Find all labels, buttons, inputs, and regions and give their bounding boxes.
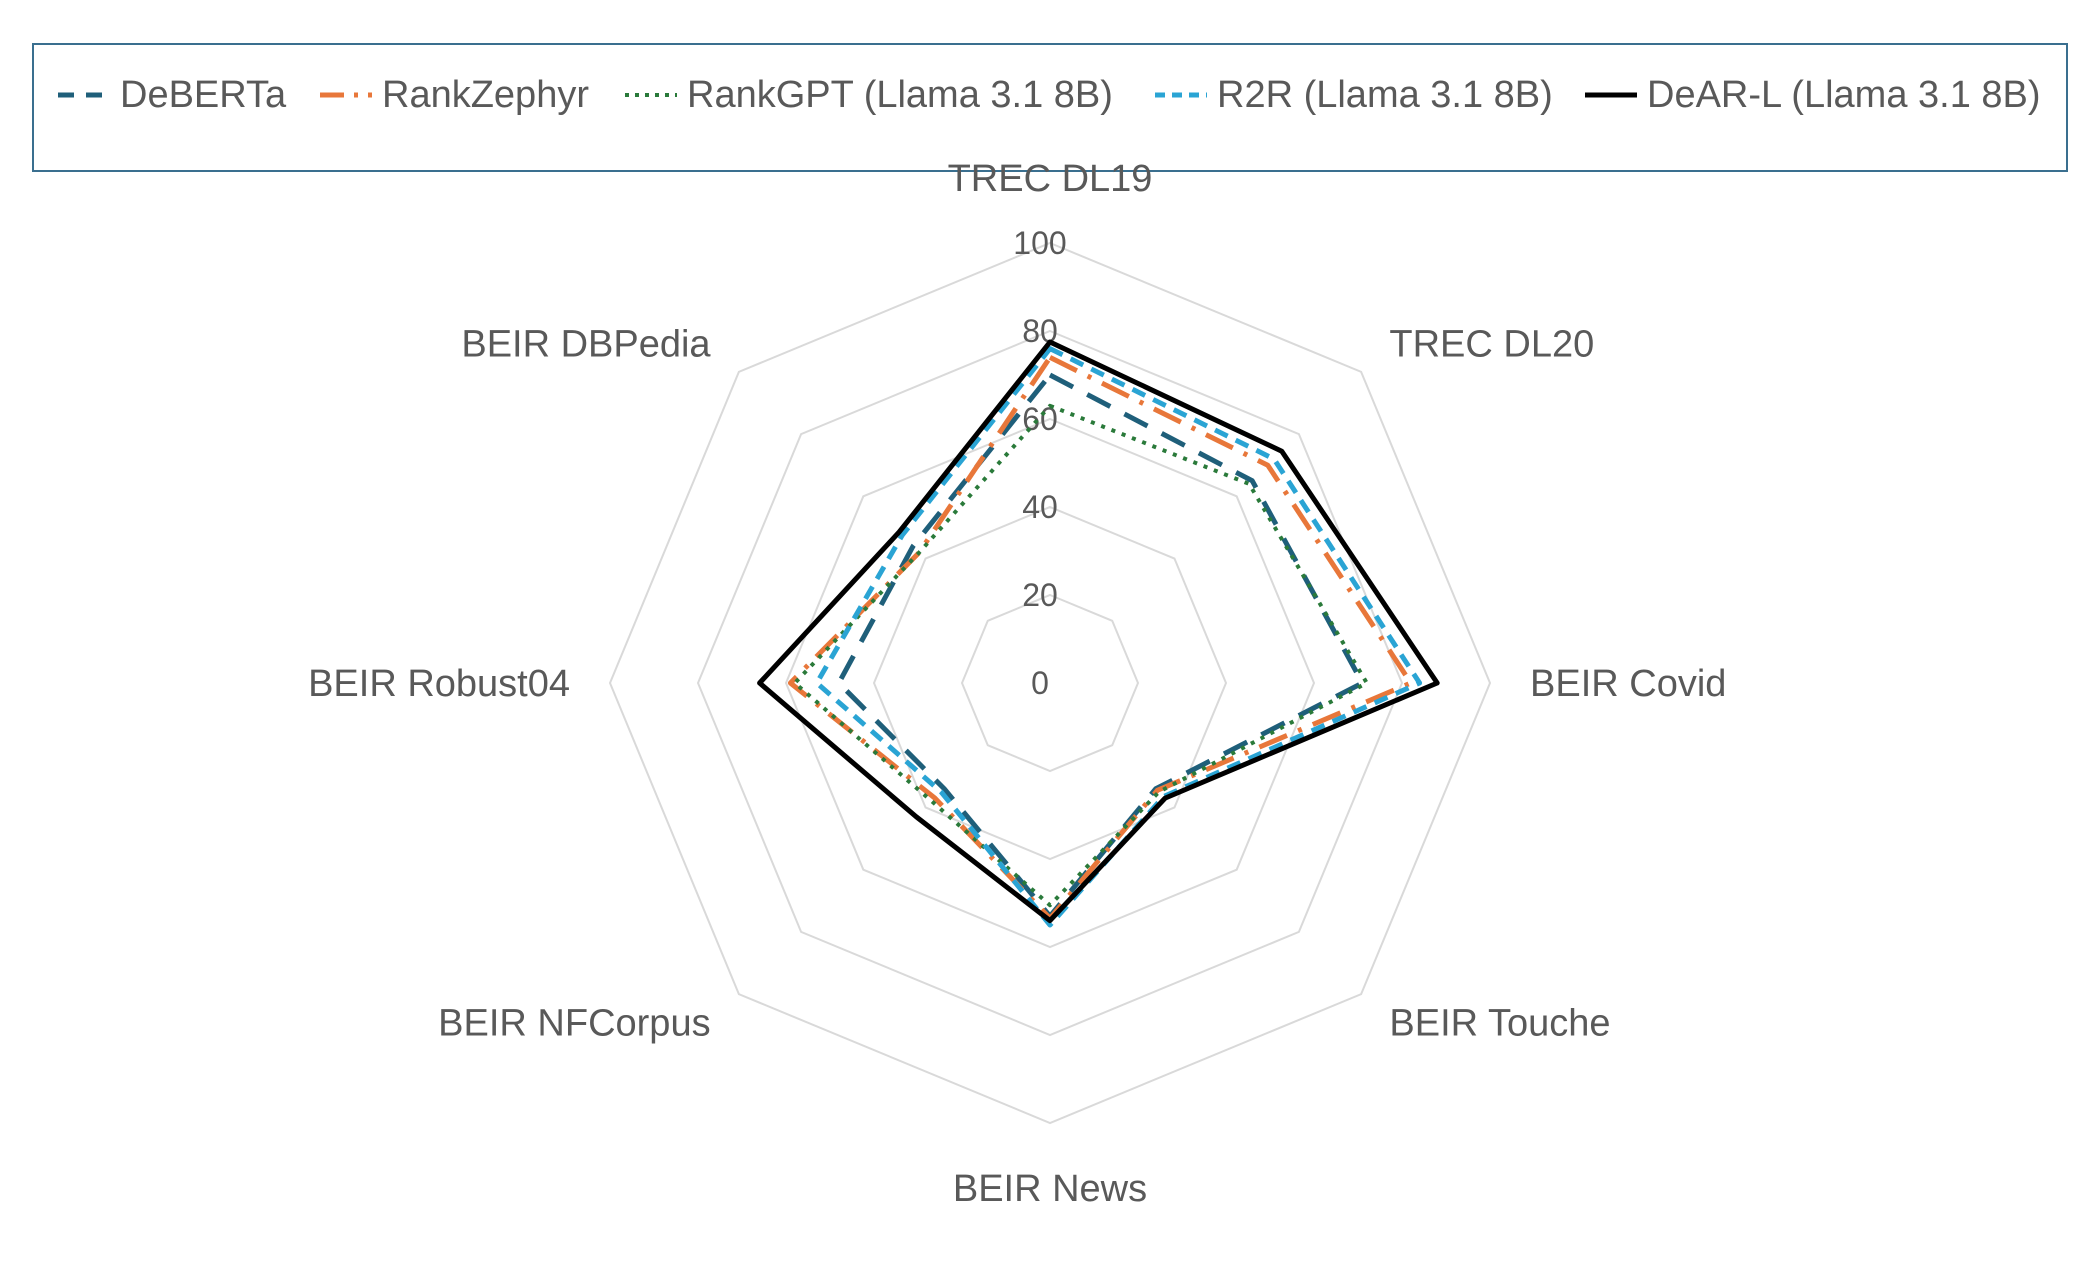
grid-ring-40 [872,505,1228,861]
series-line [787,354,1414,921]
grid-ring-100 [608,241,1492,1125]
legend: DeBERTa RankZephyr RankGPT (Llama 3.1 8B) R… [32,43,2068,172]
grid-ring-20 [960,593,1140,773]
grid-ring-80 [696,329,1404,1037]
axis-label: BEIR Touche [1389,1002,1610,1044]
series-line [792,403,1369,908]
legend-label: RankZephyr [382,74,589,116]
series-line [757,339,1440,924]
tick-label: 40 [1022,489,1058,525]
tick-label: 20 [1022,577,1058,613]
axis-label: BEIR NFCorpus [438,1002,710,1044]
axis-label: TREC DL20 [1389,324,1594,366]
tick-label: 0 [1031,665,1049,701]
legend-border [32,43,2068,172]
legend-label: DeAR-L (Llama 3.1 8B) [1647,74,2041,116]
axis-label: BEIR Robust04 [308,663,570,705]
grid-ring-60 [784,417,1316,949]
series-lines [757,339,1440,928]
axis-label: BEIR News [953,1168,1147,1210]
legend-label: RankGPT (Llama 3.1 8B) [687,74,1113,116]
axis-label: BEIR Covid [1530,663,1726,705]
axis-labels: TREC DL19 TREC DL20 BEIR Covid BEIR Touche B… [308,158,1726,1210]
legend-label: DeBERTa [120,74,287,116]
tick-label: 100 [1013,225,1066,261]
legend-label: R2R (Llama 3.1 8B) [1217,74,1553,116]
radar-grid [608,241,1492,1125]
series-line [814,346,1423,928]
axis-label: TREC DL19 [948,158,1153,200]
axis-label: BEIR DBPedia [461,324,711,366]
